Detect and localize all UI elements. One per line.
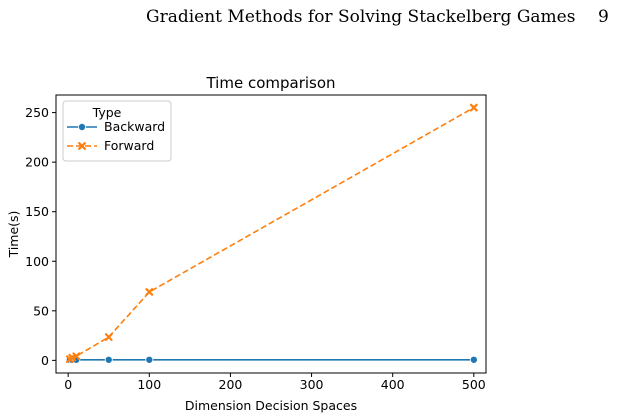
data-point <box>469 103 478 112</box>
data-point-stroke <box>104 333 113 341</box>
data-point-stroke <box>469 103 478 112</box>
data-point <box>104 355 113 364</box>
y-tick-label: 50 <box>33 303 49 318</box>
series-layer <box>65 103 478 364</box>
series-backward <box>65 355 478 364</box>
y-tick-label: 250 <box>25 105 49 120</box>
y-tick-label: 200 <box>25 155 49 170</box>
legend-entry: Forward <box>67 138 154 153</box>
legend-marker <box>78 142 86 150</box>
x-tick-label: 500 <box>462 377 486 392</box>
chart-title: Time comparison <box>205 74 335 92</box>
data-point-stroke <box>72 352 81 361</box>
x-tick-label: 0 <box>64 377 72 392</box>
legend-entry: Backward <box>67 119 165 134</box>
data-point <box>145 288 154 296</box>
x-tick-label: 300 <box>300 377 324 392</box>
x-tick-label: 100 <box>137 377 161 392</box>
legend-marker-stroke <box>78 142 86 150</box>
data-point-stroke <box>145 288 154 296</box>
x-axis: 0 100 200 300 400 500 <box>64 373 486 392</box>
legend-marker <box>78 123 87 132</box>
y-axis: 0 50 100 150 200 250 <box>25 105 56 368</box>
legend-entries: Backward Forward <box>67 119 165 153</box>
x-axis-label: Dimension Decision Spaces <box>185 398 357 413</box>
page-number: 9 <box>598 7 609 27</box>
y-axis-label: Time(s) <box>6 211 21 259</box>
y-tick-label: 100 <box>25 254 49 269</box>
data-point <box>72 352 81 361</box>
legend: Type Backward Forward <box>62 100 172 162</box>
legend-label: Backward <box>104 119 165 134</box>
legend-title: Type <box>92 105 122 120</box>
data-point <box>145 355 154 364</box>
data-point <box>104 333 113 341</box>
x-tick-label: 200 <box>219 377 243 392</box>
data-point <box>469 355 478 364</box>
x-tick-label: 400 <box>381 377 405 392</box>
running-title: Gradient Methods for Solving Stackelberg… <box>146 7 576 27</box>
y-tick-label: 150 <box>25 204 49 219</box>
y-tick-label: 0 <box>41 353 49 368</box>
plot-area <box>55 94 487 374</box>
legend-label: Forward <box>104 138 154 153</box>
running-head: Gradient Methods for Solving Stackelberg… <box>0 0 617 40</box>
series-forward <box>65 103 478 364</box>
